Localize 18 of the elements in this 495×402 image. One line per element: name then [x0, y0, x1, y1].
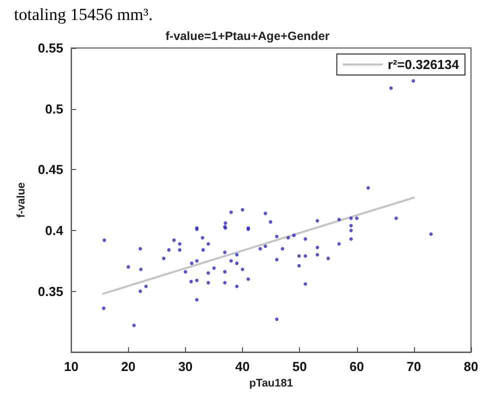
x-tick-label: 30	[178, 359, 193, 374]
y-axis-title: f-value	[16, 182, 28, 218]
x-axis-title: pTau181	[249, 378, 294, 390]
chart-title: f-value=1+Ptau+Age+Gender	[165, 29, 330, 43]
y-tick-label: 0.35	[38, 284, 64, 299]
x-tick-label: 20	[121, 359, 136, 374]
x-tick-label: 10	[64, 359, 78, 374]
x-tick-label: 60	[350, 359, 364, 374]
x-tick-label: 50	[292, 359, 307, 374]
y-tick-label: 0.4	[45, 222, 64, 238]
legend-label: r²=0.326134	[388, 57, 460, 72]
y-tick-label: 0.45	[38, 162, 64, 178]
y-tick-label: 0.5	[45, 101, 64, 116]
x-tick-label: 40	[235, 359, 250, 374]
x-tick-label: 70	[406, 359, 422, 374]
y-tick-label: 0.55	[38, 40, 64, 56]
x-tick-label: 80	[464, 359, 478, 374]
text: totaling 15456 mm³.	[14, 5, 153, 24]
